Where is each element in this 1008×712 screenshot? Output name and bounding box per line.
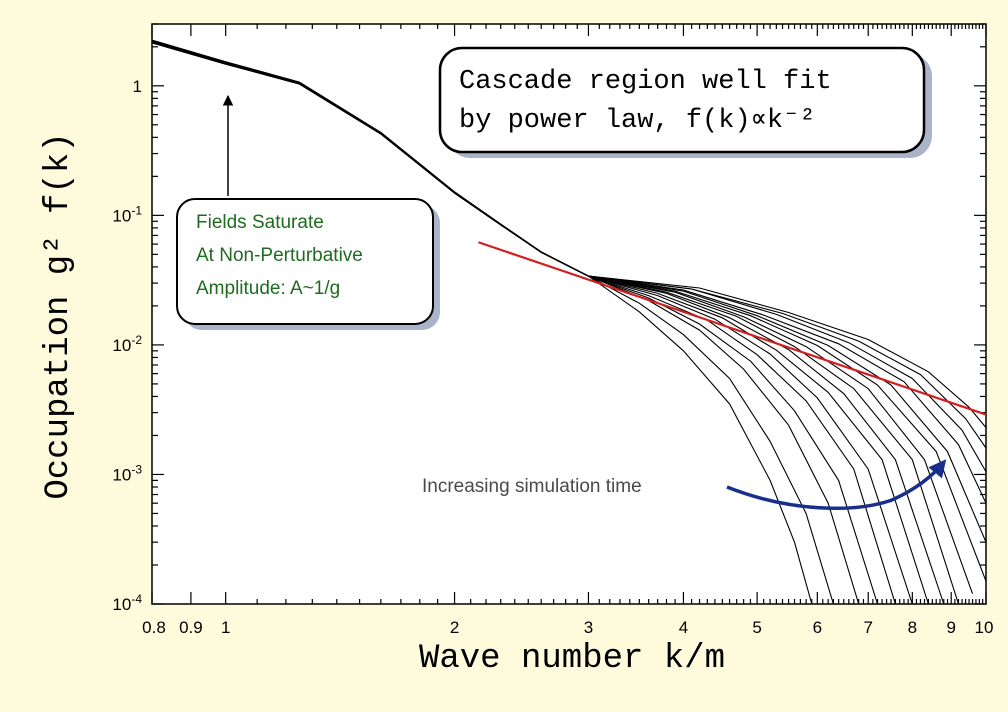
y-tick-label: 1 (133, 77, 142, 96)
y-tick-label: 10-3 (112, 462, 142, 484)
x-tick-label: 4 (679, 618, 688, 637)
fields-box (176, 198, 434, 325)
x-tick-label: 1 (221, 618, 230, 637)
tick-marks (151, 23, 987, 605)
fields-annotation: Fields Saturate At Non-Perturbative Ampl… (176, 94, 440, 330)
series-line-t16 (152, 39, 986, 428)
x-tick-label: 2 (450, 618, 459, 637)
cascade-annotation: Cascade region well fit by power law, f(… (438, 46, 932, 158)
y-axis-title: Occupation g² f(k) (40, 132, 78, 499)
fields-line-1: Fields Saturate (196, 212, 324, 233)
cascade-line-2: by power law, f(k)∝k⁻² (459, 106, 816, 136)
time-label: Increasing simulation time (422, 476, 642, 497)
x-tick-labels: 0.8 0.9 1 2 3 4 5 6 7 8 9 10 (142, 618, 993, 637)
x-tick-label: 6 (813, 618, 822, 637)
y-tick-label: 10-4 (112, 592, 142, 614)
y-tick-labels: 1 10-1 10-2 10-3 10-4 (112, 77, 142, 614)
cascade-line-1: Cascade region well fit (459, 67, 832, 97)
x-axis-title: Wave number k/m (419, 640, 725, 678)
cascade-box (438, 46, 926, 154)
fields-line-3: Amplitude: A~1/g (196, 278, 340, 299)
x-tick-label: 7 (863, 618, 872, 637)
y-tick-label: 10-1 (112, 203, 142, 225)
fields-line-2: At Non-Perturbative (196, 245, 363, 266)
y-tick-label: 10-2 (112, 333, 142, 355)
time-arrow (726, 459, 947, 510)
series-group (152, 39, 986, 604)
power-law-fit-line (478, 241, 987, 416)
x-tick-label: 0.8 (142, 618, 166, 637)
time-annotation: Increasing simulation time (422, 459, 947, 510)
x-tick-label: 9 (946, 618, 955, 637)
x-tick-label: 0.9 (179, 618, 203, 637)
x-tick-label: 8 (908, 618, 917, 637)
x-tick-label: 3 (584, 618, 593, 637)
x-tick-label: 10 (975, 618, 994, 637)
x-tick-label: 5 (752, 618, 761, 637)
